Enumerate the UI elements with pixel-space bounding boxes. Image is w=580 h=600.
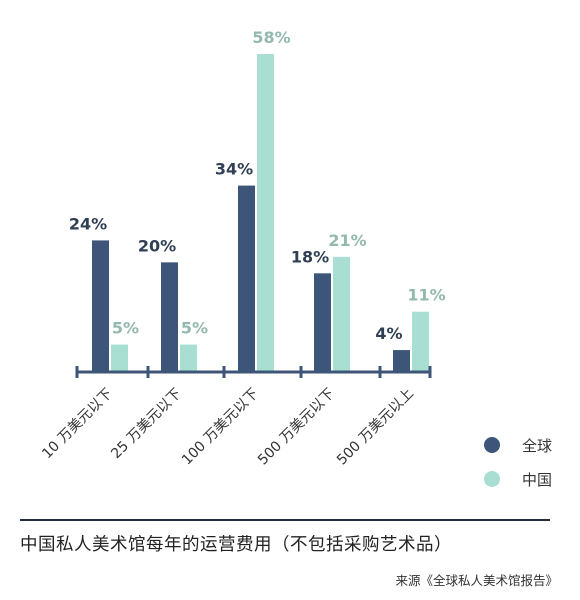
bar-global-4 <box>393 350 410 372</box>
bar-china-2 <box>257 54 274 372</box>
bar-global-0 <box>92 240 109 372</box>
data-label-global-1: 20% <box>138 236 176 255</box>
data-label-global-4: 4% <box>375 324 402 343</box>
bar-global-3 <box>314 273 331 372</box>
data-label-china-3: 21% <box>328 231 366 250</box>
chart-title: 中国私人美术馆每年的运营费用（不包括采购艺术品） <box>20 535 452 555</box>
x-tick-label-3: 500 万美元以下 <box>255 386 338 469</box>
data-label-china-2: 58% <box>252 28 290 47</box>
legend-swatch-global <box>484 437 500 453</box>
data-label-global-3: 18% <box>291 247 329 266</box>
bar-global-2 <box>238 185 255 372</box>
source-note: 来源《全球私人美术馆报告》 <box>395 573 558 588</box>
x-tick-label-4: 500 万美元以上 <box>334 386 417 469</box>
legend-item-china: 中国 <box>484 462 552 496</box>
legend-item-global: 全球 <box>484 428 552 462</box>
legend-swatch-china <box>484 471 500 487</box>
x-tick-label-2: 100 万美元以下 <box>179 386 262 469</box>
data-label-china-4: 11% <box>407 286 445 305</box>
bar-china-4 <box>412 311 429 372</box>
x-tick-label-0: 10 万美元以下 <box>39 386 116 463</box>
data-label-china-1: 5% <box>181 319 208 338</box>
legend-label-china: 中国 <box>522 470 553 489</box>
legend: 全球 中国 <box>484 428 552 496</box>
legend-label-global: 全球 <box>522 436 553 455</box>
bar-china-1 <box>180 344 197 372</box>
caption-rule <box>20 519 550 521</box>
bar-china-0 <box>111 344 128 372</box>
bar-global-1 <box>161 262 178 372</box>
data-label-global-2: 34% <box>215 160 253 179</box>
x-tick-label-1: 25 万美元以下 <box>108 386 185 463</box>
data-label-china-0: 5% <box>112 319 139 338</box>
data-label-global-0: 24% <box>69 214 107 233</box>
bar-china-3 <box>333 256 350 372</box>
